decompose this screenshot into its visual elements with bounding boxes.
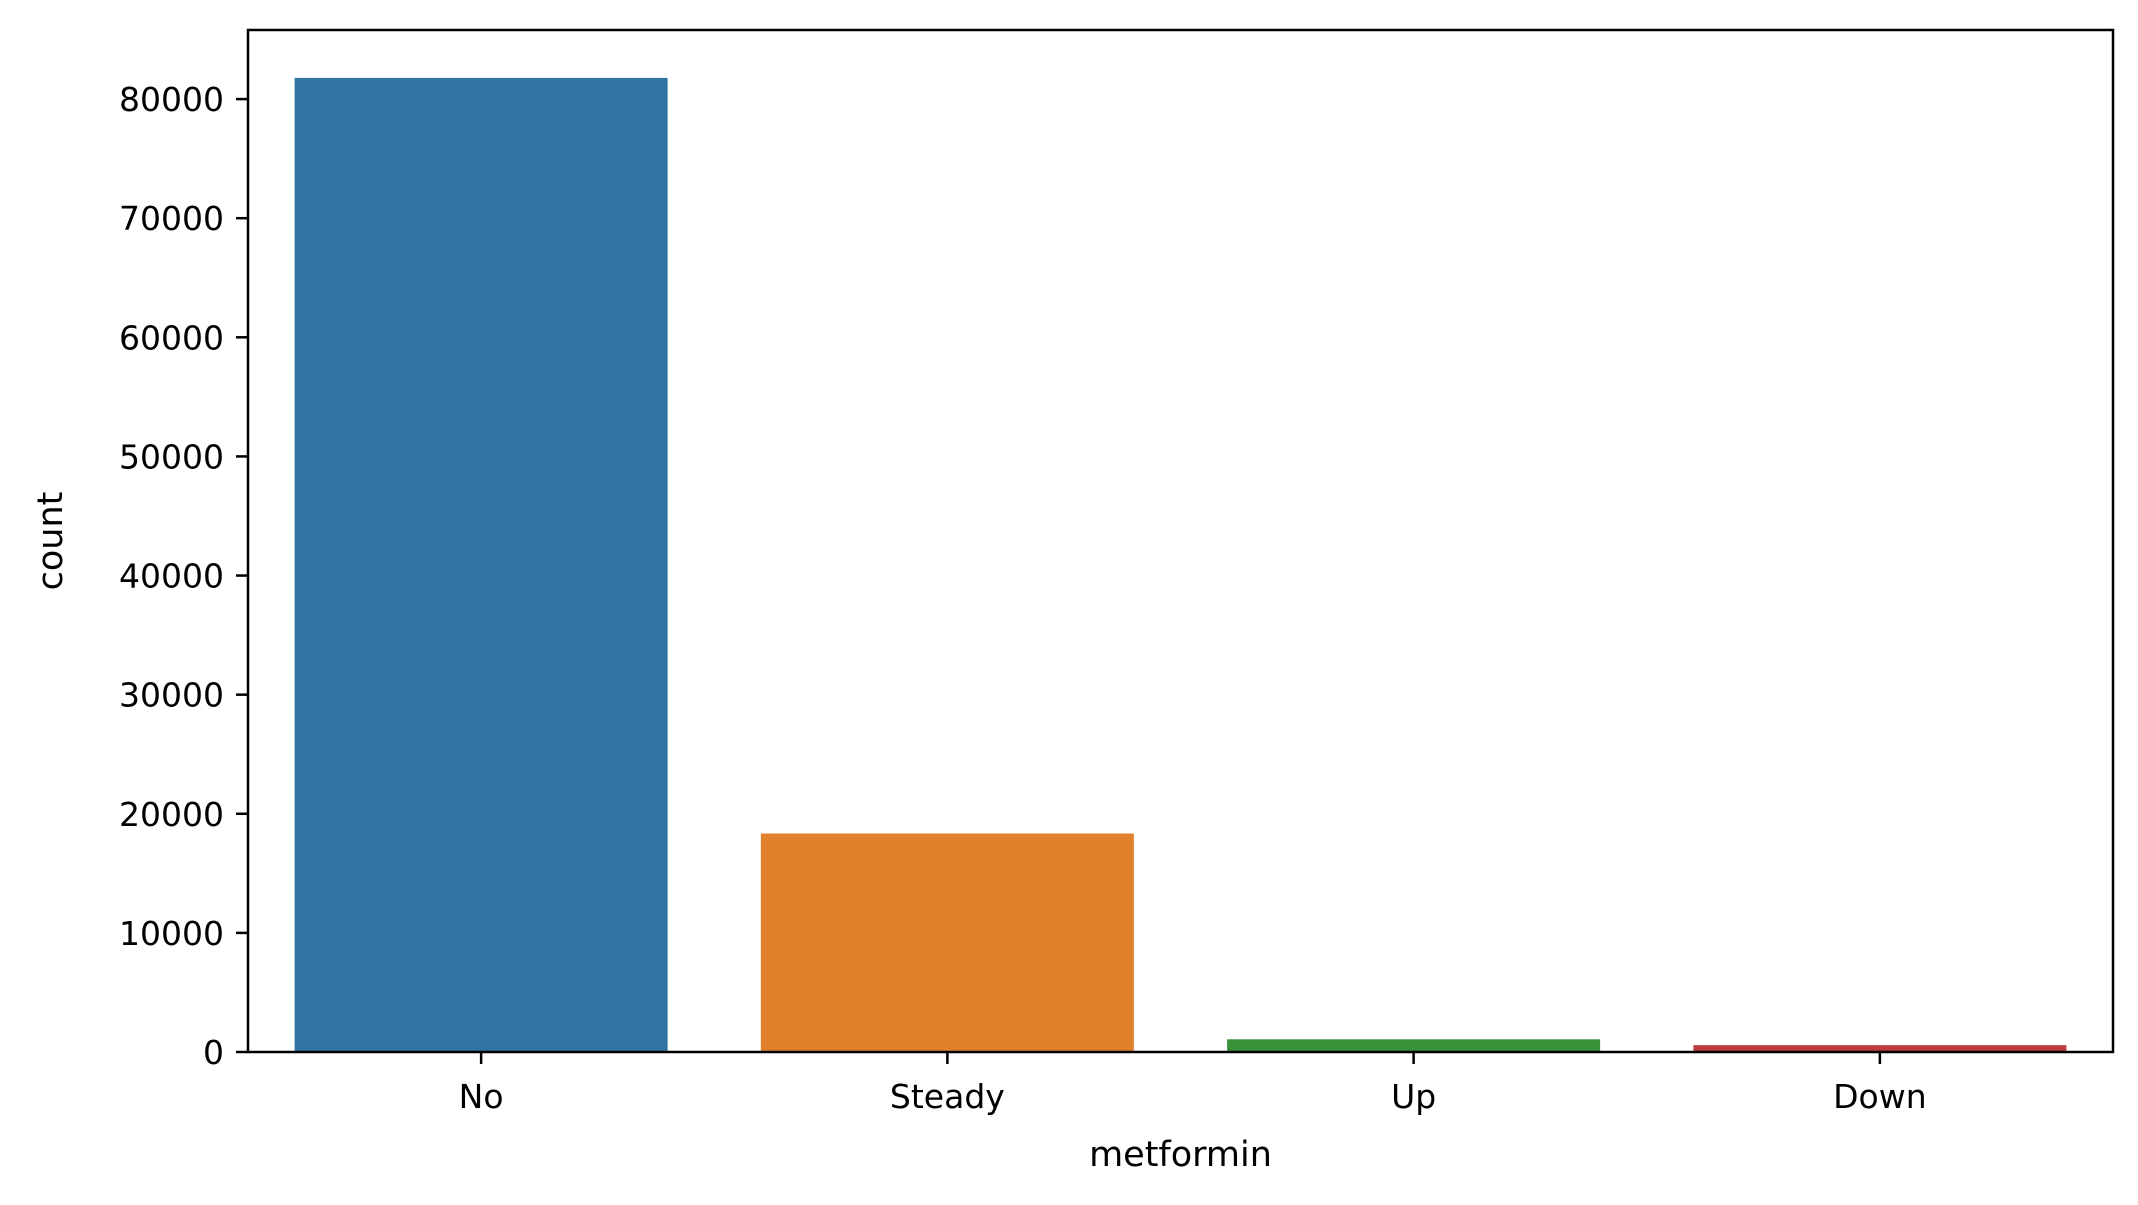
y-tick-label: 30000 [119,676,224,715]
bar-up [1227,1039,1601,1052]
bar-down [1693,1045,2067,1052]
y-axis-ticks: 0 10000 20000 30000 40000 50000 60000 70000 8000… [119,80,248,1072]
y-tick-label: 10000 [119,914,224,953]
y-tick-label: 60000 [119,318,224,357]
x-tick-label-up: Up [1391,1077,1436,1116]
y-tick-label: 80000 [119,80,224,119]
bar-steady [760,833,1134,1052]
bar-no [294,77,668,1053]
y-tick-label: 40000 [119,557,224,596]
y-axis-label: count [31,492,71,591]
x-axis-ticks: No Steady Up Down [459,1052,1927,1116]
y-tick-label: 50000 [119,437,224,476]
plot-frame [246,28,2115,1054]
bars-group [294,77,2067,1053]
x-tick-label-steady: Steady [890,1077,1005,1116]
y-tick-label: 70000 [119,199,224,238]
y-tick-label: 0 [203,1033,224,1072]
y-tick-label: 20000 [119,795,224,834]
x-tick-label-no: No [459,1077,504,1116]
x-axis-label: metformin [1089,1135,1272,1175]
x-tick-label-down: Down [1833,1077,1927,1116]
